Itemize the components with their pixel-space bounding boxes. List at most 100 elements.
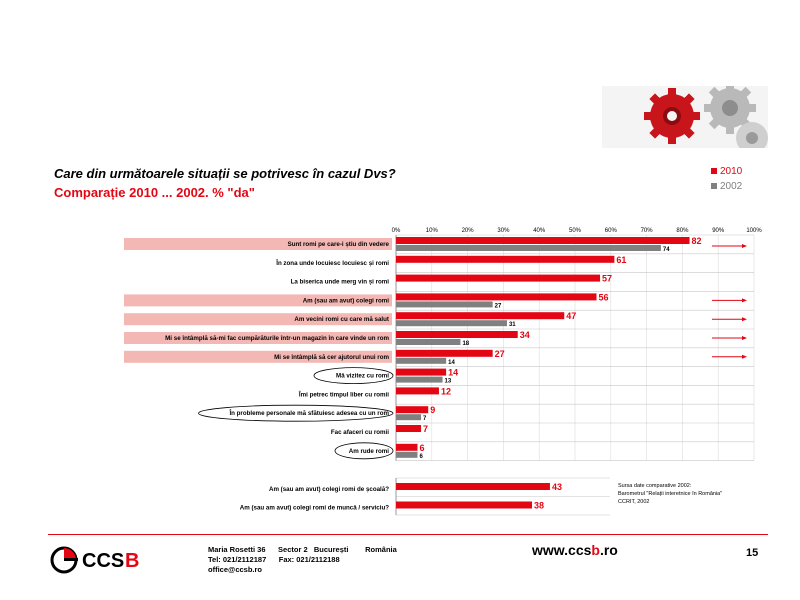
tick-label: 80% <box>676 228 689 234</box>
value-label-2002: 13 <box>445 379 452 385</box>
bar-2010 <box>396 255 615 263</box>
bar-2010 <box>396 483 550 490</box>
ccsb-logo-icon: CCS B <box>50 546 139 574</box>
trend-arrow-head <box>742 298 747 303</box>
bar-2002 <box>396 376 443 383</box>
tick-label: 20% <box>462 228 475 234</box>
bar-2002 <box>396 245 661 251</box>
value-label-2010: 34 <box>520 330 530 340</box>
bar-2010 <box>396 237 690 244</box>
bar-2010 <box>396 331 518 338</box>
category-label: Mă vizitez cu romi <box>336 373 389 380</box>
tick-label: 10% <box>426 228 439 234</box>
source-note: Sursa date comparative 2002: Barometrul … <box>618 482 722 506</box>
tick-label: 70% <box>641 228 654 234</box>
page-number: 15 <box>746 547 759 559</box>
bar-2002 <box>396 451 418 458</box>
highlight-band <box>124 350 392 363</box>
bar-2002 <box>396 414 422 421</box>
bar-2010 <box>396 443 418 451</box>
trend-arrow-head <box>742 336 747 340</box>
tick-label: 60% <box>605 228 618 234</box>
value-label-2010: 27 <box>495 349 505 359</box>
bar-2002 <box>396 357 447 364</box>
legend-label-2010: 2010 <box>720 166 743 177</box>
category-label: Sunt romi pe care-i știu din vedere <box>288 241 390 248</box>
highlight-band <box>124 238 392 250</box>
tick-label: 30% <box>497 228 510 234</box>
category-label: În zona unde locuiesc locuiesc și romi <box>275 259 389 267</box>
legend-label-2002: 2002 <box>720 181 743 192</box>
website-suffix: .ro <box>599 542 618 558</box>
value-label-2002: 27 <box>495 303 502 309</box>
value-label-2002: 31 <box>509 322 516 328</box>
category-label: Am (sau am avut) colegi romi <box>303 297 390 304</box>
value-label-2002: 18 <box>462 341 469 347</box>
value-label-2010: 56 <box>598 292 608 302</box>
value-label-2010: 7 <box>423 424 428 434</box>
category-label: Am rude romi <box>349 448 390 455</box>
highlight-ellipse <box>334 442 394 460</box>
tick-label: 100% <box>746 228 762 234</box>
website-b: b <box>591 542 600 558</box>
address-line: Maria Rosetti 36 Sector 2 București Româ… <box>208 545 397 554</box>
category-label: La biserica unde merg vin și romi <box>291 279 390 286</box>
value-label-2010: 82 <box>692 236 702 246</box>
highlight-band <box>124 313 392 326</box>
bar-2010 <box>396 406 429 414</box>
footer-divider <box>48 534 768 535</box>
svg-text:B: B <box>125 550 139 572</box>
value-label-2010: 12 <box>441 386 451 396</box>
trend-arrow-head <box>742 354 747 359</box>
ccsb-logo: CCS B <box>50 545 180 575</box>
contact-info: Maria Rosetti 36 Sector 2 București Româ… <box>208 545 397 575</box>
gears-image <box>602 82 768 154</box>
value-label-2002: 74 <box>663 247 670 253</box>
legend-swatch-2002 <box>711 183 717 190</box>
svg-text:CCS: CCS <box>82 550 124 572</box>
bar-2002 <box>396 320 507 327</box>
value-label-2010: 61 <box>616 255 626 265</box>
category-label: Am vecini romi cu care mă salut <box>294 316 389 323</box>
bar-chart: 0% 10% 20% 30% 40% 50% 60% 70% 80% 90% 100% Sunt ro… <box>124 228 762 516</box>
bar-2010 <box>396 368 447 376</box>
trend-arrow-head <box>742 244 747 248</box>
category-label: Mi se întâmplă să-mi fac cumpărăturile î… <box>165 335 389 342</box>
legend-2002: 2002 <box>711 181 742 192</box>
bar-2010 <box>396 349 493 357</box>
source-line-2: Barometrul "Relații interetnice în Român… <box>618 491 723 497</box>
highlight-band <box>124 332 392 344</box>
chart-subtitle: Comparație 2010 ... 2002. % "da" <box>54 185 255 200</box>
bar-2010 <box>396 312 565 320</box>
category-label: Îmi petrec timpul liber cu romii <box>298 390 389 398</box>
category-label: Mi se întâmplă să cer ajutorul unui rom <box>274 354 389 361</box>
legend-2010: 2010 <box>711 166 742 177</box>
value-label-2002: 6 <box>419 454 423 460</box>
category-label: Fac afaceri cu romii <box>331 429 389 436</box>
value-label-2010: 6 <box>419 443 424 453</box>
value-label-2010: 9 <box>430 405 435 415</box>
email-line[interactable]: office@ccsb.ro <box>208 565 262 574</box>
bar-2002 <box>396 301 493 308</box>
trend-arrow-head <box>742 317 747 322</box>
bar-2010 <box>396 387 439 395</box>
category-label: Am (sau am avut) colegi romi de școală? <box>269 486 389 493</box>
bar-2002 <box>396 339 461 345</box>
highlight-band <box>124 294 392 307</box>
source-line-3: CCRIT, 2002 <box>618 499 650 505</box>
legend-swatch-2010 <box>711 168 717 175</box>
bar-2010 <box>396 293 597 301</box>
value-label-2010: 47 <box>566 311 576 321</box>
value-label-2010: 43 <box>552 482 562 492</box>
tick-label: 40% <box>533 228 546 234</box>
website-link[interactable]: www.ccsb.ro <box>532 542 618 558</box>
source-line-1: Sursa date comparative 2002: <box>618 483 692 489</box>
highlight-ellipse <box>198 404 394 422</box>
value-label-2010: 38 <box>534 501 544 511</box>
gears-icon <box>602 82 768 154</box>
bar-2010 <box>396 425 422 432</box>
bar-2010 <box>396 501 533 509</box>
chart-title: Care din următoarele situații se potrive… <box>54 166 396 181</box>
value-label-2010: 14 <box>448 368 458 378</box>
value-label-2010: 57 <box>602 274 612 284</box>
